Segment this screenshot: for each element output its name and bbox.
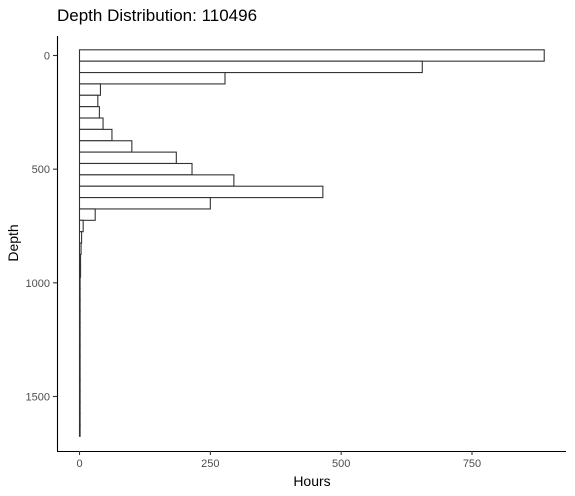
histogram-bar <box>78 208 96 221</box>
histogram-bar <box>78 265 82 278</box>
bars-layer <box>78 49 545 437</box>
histogram-bar <box>78 72 226 85</box>
histogram-bar <box>78 322 81 335</box>
x-axis-title: Hours <box>293 473 330 489</box>
histogram-bar <box>78 287 81 301</box>
chart-title: Depth Distribution: 110496 <box>57 6 257 25</box>
y-tick-label: 0 <box>44 51 50 63</box>
histogram-bar <box>78 83 101 96</box>
histogram-bar <box>78 253 82 267</box>
histogram-bar <box>78 310 81 324</box>
x-tick-label: 750 <box>463 458 481 470</box>
x-tick-label: 0 <box>76 458 82 470</box>
x-tick-label: 500 <box>332 458 350 470</box>
histogram-bar <box>78 333 81 346</box>
histogram-bar <box>78 231 83 244</box>
histogram-bar <box>78 219 84 233</box>
y-tick-label: 1500 <box>26 392 50 404</box>
histogram-bar <box>78 390 81 403</box>
histogram-bar <box>78 356 81 369</box>
histogram-bar <box>78 140 133 153</box>
histogram-bar <box>78 299 81 312</box>
histogram-bar <box>78 401 81 415</box>
histogram-bar <box>78 128 113 142</box>
histogram-bar <box>78 197 211 210</box>
y-axis-ticks: 0 500 1000 1500 <box>26 51 57 404</box>
histogram-bar <box>78 162 193 176</box>
histogram-bar <box>78 151 177 165</box>
histogram-bar <box>78 60 423 74</box>
y-axis-title: Depth <box>5 224 21 261</box>
histogram-bar <box>78 174 235 187</box>
y-tick-label: 1000 <box>26 278 50 290</box>
x-axis-ticks: 0 250 500 750 <box>76 451 481 470</box>
histogram-bar <box>78 344 81 358</box>
histogram-bar <box>78 117 104 130</box>
histogram-bar <box>78 185 324 199</box>
histogram-bar <box>78 94 99 108</box>
histogram-bar <box>78 106 100 119</box>
histogram-bar <box>78 276 81 290</box>
x-tick-label: 250 <box>201 458 219 470</box>
histogram-bar <box>78 412 81 426</box>
histogram-bar <box>78 49 545 62</box>
histogram-bar <box>78 242 82 255</box>
histogram-bar <box>78 424 81 437</box>
histogram-bar <box>78 378 81 392</box>
histogram-bar <box>78 367 81 381</box>
y-tick-label: 500 <box>32 164 50 176</box>
